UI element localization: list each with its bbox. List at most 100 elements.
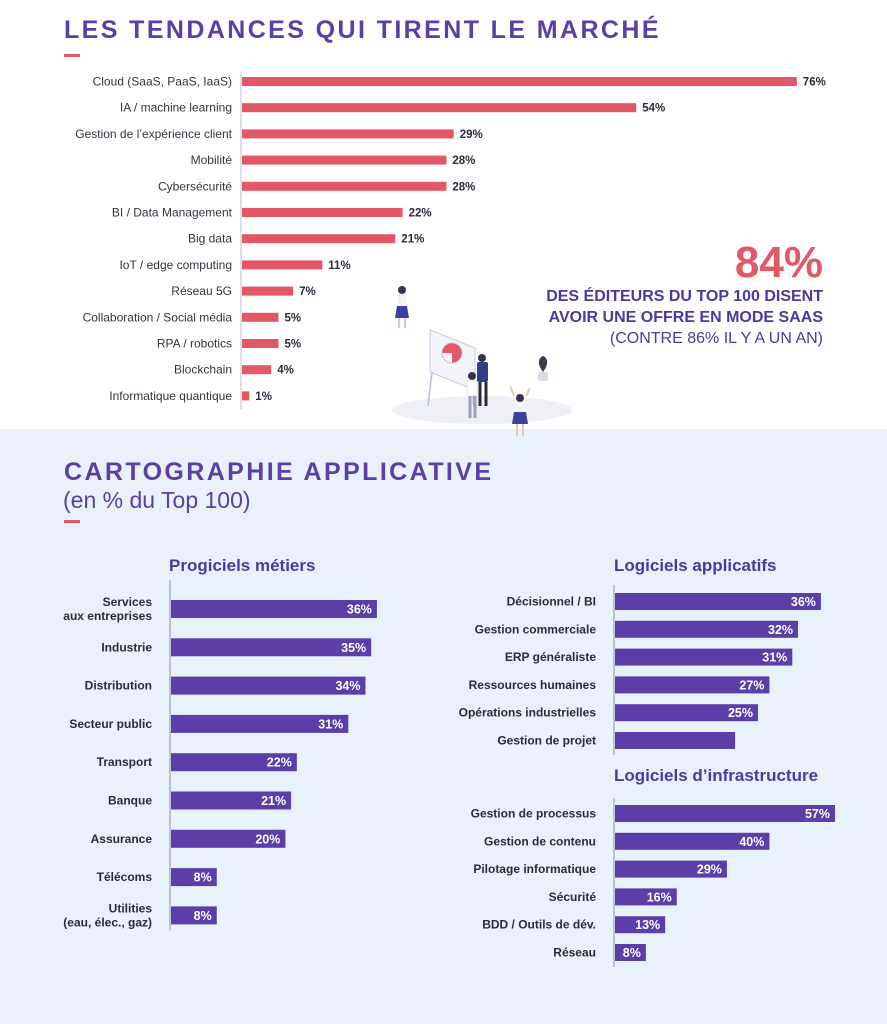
panel-value-label: 16% bbox=[647, 890, 672, 904]
trend-category-label: Blockchain bbox=[174, 363, 232, 377]
trend-bar bbox=[242, 391, 250, 401]
panel-category-label: Banque bbox=[108, 794, 152, 808]
panel-category-label: BDD / Outils de dév. bbox=[482, 918, 596, 932]
trend-value-label: 5% bbox=[285, 339, 302, 351]
trend-category-label: Gestion de l’expérience client bbox=[75, 127, 232, 141]
panel-value-label: 20% bbox=[255, 832, 280, 846]
trend-category-label: IA / machine learning bbox=[120, 101, 232, 115]
panel-category-label: Opérations industrielles bbox=[459, 706, 597, 720]
trend-bar bbox=[242, 103, 637, 113]
panel-title-infrastructure: Logiciels d’infrastructure bbox=[614, 766, 819, 785]
trend-value-label: 54% bbox=[642, 103, 665, 115]
trend-category-label: RPA / robotics bbox=[157, 337, 232, 351]
panel-bar bbox=[171, 638, 372, 657]
panel-bar bbox=[615, 916, 666, 934]
page-title: LES TENDANCES QUI TIRENT LE MARCHÉ bbox=[64, 16, 661, 44]
panel-category-label: Distribution bbox=[85, 679, 152, 693]
trend-bar bbox=[242, 365, 272, 375]
panel-bar bbox=[615, 704, 758, 722]
panel-category-label: Industrie bbox=[101, 640, 152, 654]
mapping-section bbox=[0, 429, 887, 1024]
section-subtitle: (en % du Top 100) bbox=[63, 487, 251, 513]
panel-value-label: 8% bbox=[623, 946, 641, 960]
panel-bar bbox=[171, 600, 377, 618]
panel-value-label: 21% bbox=[261, 794, 286, 808]
panel-bar bbox=[615, 888, 677, 906]
trend-value-label: 11% bbox=[328, 260, 350, 272]
panel-category-label: Sécurité bbox=[549, 890, 597, 904]
panel-title-progiciels: Progiciels métiers bbox=[169, 556, 316, 575]
trend-bar bbox=[242, 312, 279, 322]
panel-title-applicatifs: Logiciels applicatifs bbox=[614, 556, 777, 575]
infrastructure-bar-chart: Gestion de processus 57% Gestion de conten… bbox=[471, 798, 836, 967]
section-title: CARTOGRAPHIE APPLICATIVE bbox=[64, 458, 494, 486]
trend-category-label: Cybersécurité bbox=[158, 179, 232, 193]
panel-category-label: ERP généraliste bbox=[505, 650, 596, 664]
panel-value-label: 8% bbox=[194, 871, 212, 885]
callout-line-1: DES ÉDITEURS DU TOP 100 DISENT bbox=[546, 288, 823, 305]
panel-value-label: 57% bbox=[805, 807, 830, 821]
trend-category-label: Cloud (SaaS, PaaS, IaaS) bbox=[93, 75, 232, 89]
trend-category-label: BI / Data Management bbox=[112, 206, 233, 220]
panel-category-label: Transport bbox=[97, 755, 152, 769]
trend-category-label: IoT / edge computing bbox=[119, 258, 232, 272]
panel-bar bbox=[615, 593, 821, 610]
callout-line-3: (CONTRE 86% IL Y A UN AN) bbox=[609, 330, 823, 347]
panel-category-label: Gestion commerciale bbox=[475, 622, 597, 636]
panel-bar bbox=[171, 829, 286, 848]
panel-category-label: Secteur public bbox=[69, 717, 152, 731]
trend-bar bbox=[242, 339, 279, 348]
trend-category-label: Big data bbox=[188, 232, 232, 246]
trend-bar bbox=[242, 181, 447, 191]
panel-value-label: 40% bbox=[739, 835, 764, 849]
panel-bar bbox=[615, 944, 646, 961]
panel-value-label: 25% bbox=[728, 706, 753, 720]
applicatifs-bar-chart: Décisionnel / BI 36% Gestion commerciale 32… bbox=[459, 585, 821, 755]
panel-category-label: Télécoms bbox=[97, 870, 153, 884]
panel-value-label: 31% bbox=[318, 717, 343, 731]
panel-category-label: Pilotage informatique bbox=[473, 862, 596, 876]
trend-value-label: 21% bbox=[401, 234, 424, 246]
panel-bar bbox=[615, 860, 727, 878]
panel-value-label: 13% bbox=[635, 918, 660, 932]
trend-category-label: Mobilité bbox=[191, 153, 233, 167]
trend-value-label: 28% bbox=[452, 155, 475, 167]
panel-category-label: Gestion de contenu bbox=[484, 834, 596, 848]
panel-value-label: 27% bbox=[739, 678, 764, 692]
trend-bar bbox=[242, 234, 396, 244]
trend-category-label: Informatique quantique bbox=[109, 389, 232, 403]
trend-category-label: Réseau 5G bbox=[171, 284, 232, 298]
trend-value-label: 22% bbox=[409, 208, 432, 220]
trend-value-label: 4% bbox=[277, 365, 294, 377]
panel-value-label: 29% bbox=[697, 863, 722, 877]
panel-category-label: Gestion de processus bbox=[471, 807, 597, 821]
panel-value-label: 36% bbox=[791, 595, 816, 609]
panel-bar bbox=[171, 906, 217, 925]
panel-category-label: Réseau bbox=[553, 946, 596, 960]
progiciels-bar-chart: Services aux entreprises 36% Industrie 35% Di… bbox=[63, 580, 377, 931]
title-underline bbox=[64, 54, 80, 57]
panel-bar bbox=[171, 868, 217, 887]
panel-value-label: 32% bbox=[768, 623, 793, 637]
panel-category-label: Services aux entreprises bbox=[63, 595, 152, 623]
trend-category-label: Collaboration / Social média bbox=[83, 310, 233, 324]
panel-category-label: Décisionnel / BI bbox=[507, 595, 596, 609]
trend-value-label: 5% bbox=[285, 312, 302, 324]
panel-value-label: 35% bbox=[341, 641, 366, 655]
trend-value-label: 28% bbox=[452, 181, 475, 193]
trend-bar bbox=[242, 129, 454, 139]
panel-category-label: Gestion de projet bbox=[497, 734, 596, 748]
trend-bar bbox=[242, 260, 323, 270]
panel-category-label: Utilities (eau, élec., gaz) bbox=[63, 901, 152, 929]
panel-bar bbox=[171, 753, 297, 772]
panel-value-label: 8% bbox=[194, 909, 212, 923]
panel-bar bbox=[171, 676, 366, 695]
panel-value-label: 36% bbox=[347, 603, 372, 617]
panel-value-label: 34% bbox=[335, 679, 360, 693]
trend-value-label: 76% bbox=[803, 77, 826, 89]
section-underline bbox=[64, 520, 80, 523]
trend-bar bbox=[242, 77, 797, 86]
trends-bar-chart: Cloud (SaaS, PaaS, IaaS) 76% IA / machine … bbox=[75, 72, 826, 410]
trend-bar bbox=[242, 155, 447, 165]
panel-value-label: 22% bbox=[267, 756, 292, 770]
